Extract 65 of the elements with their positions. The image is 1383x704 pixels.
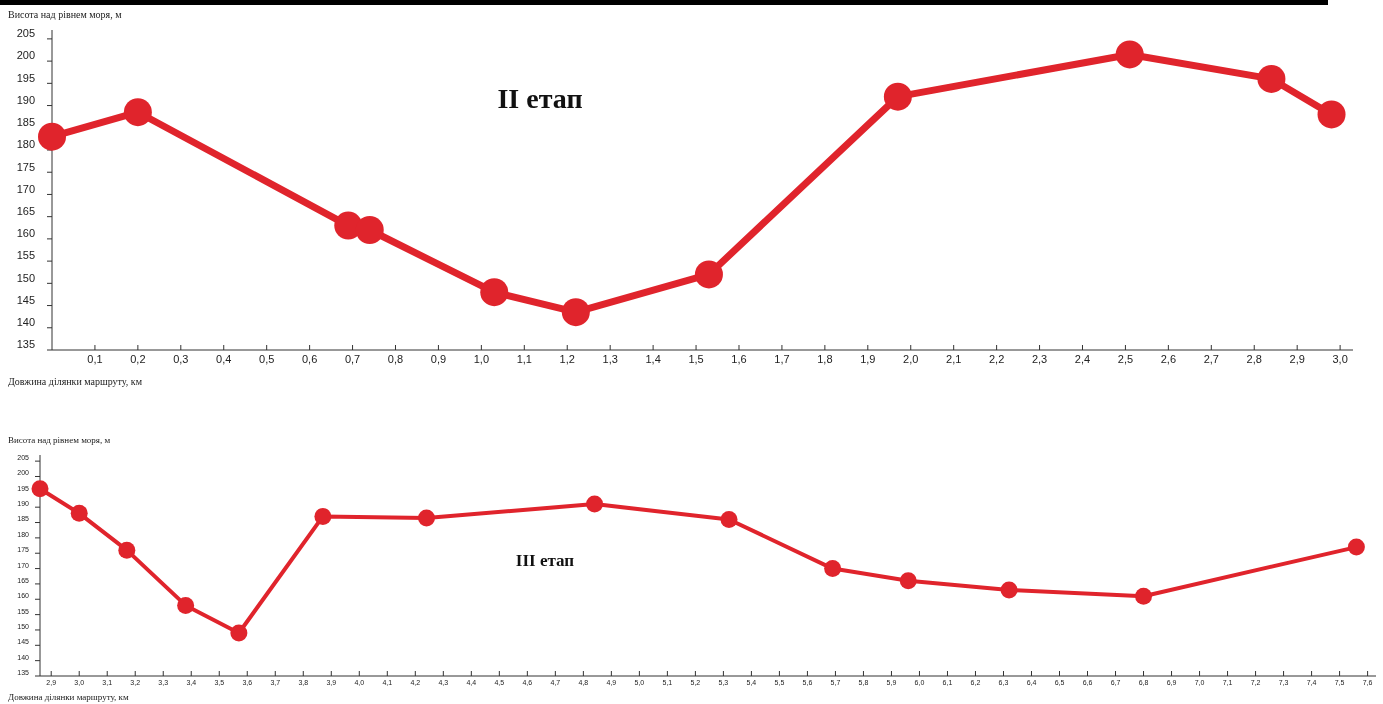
point — [1000, 581, 1018, 599]
x-tick-label: 1,0 — [473, 353, 490, 365]
text: II етап — [497, 83, 583, 114]
text: III етап — [515, 551, 575, 570]
x-tick-label: 2,9 — [1289, 353, 1305, 365]
y-tick-label: 190 — [16, 93, 35, 106]
x-tick-label: 1,6 — [731, 353, 747, 365]
x-tick-label: 0,9 — [430, 353, 447, 365]
x-tick-label: 2,7 — [1203, 353, 1219, 365]
x-tick-label: 1,4 — [645, 353, 661, 365]
x-tick-label: 2,3 — [1031, 353, 1048, 365]
point — [1347, 538, 1365, 556]
y-tick-label: 150 — [16, 271, 35, 284]
y-tick-label: 180 — [16, 138, 35, 151]
point — [418, 509, 436, 527]
y-tick-label: 160 — [16, 227, 35, 240]
point — [314, 507, 332, 525]
y-tick-label: 195 — [16, 71, 35, 84]
x-tick-label: 2,5 — [1117, 353, 1134, 365]
x-tick-label: 0,8 — [387, 353, 404, 365]
x-tick-label: 1,9 — [860, 353, 876, 365]
x-tick-label: 0,5 — [259, 353, 275, 365]
point — [824, 560, 842, 578]
x-tick-label: 1,7 — [774, 353, 790, 365]
x-tick-label: 1,1 — [516, 353, 532, 365]
point — [31, 480, 49, 498]
point — [230, 624, 248, 642]
x-tick-label: 1,2 — [559, 353, 575, 365]
x-tick-label: 1,8 — [817, 353, 833, 365]
y-tick-label: 205 — [16, 27, 35, 40]
x-tick-label: 0,1 — [87, 353, 103, 365]
x-axis-title: Довжина ділянки маршруту, км — [8, 692, 129, 702]
x-tick-label: 2,1 — [946, 353, 962, 365]
point — [70, 504, 88, 522]
y-tick-label: 175 — [16, 160, 35, 173]
y-tick-label: 155 — [16, 249, 35, 262]
y-tick-label: 140 — [16, 316, 35, 329]
x-tick-label: 2,8 — [1246, 353, 1262, 365]
x-tick-label: 1,3 — [602, 353, 618, 365]
y-axis-title: Висота над рівнем моря, м — [8, 435, 111, 445]
x-tick-label: 2,6 — [1160, 353, 1177, 365]
x-tick-label: 0,6 — [301, 353, 318, 365]
x-tick-label: 0,4 — [216, 353, 232, 365]
point — [899, 572, 917, 590]
point — [177, 596, 195, 614]
y-tick-label: 200 — [16, 49, 35, 62]
point — [586, 495, 604, 513]
y-axis-title: Висота над рівнем моря, м — [8, 9, 123, 20]
y-tick-label: 145 — [16, 293, 35, 306]
x-tick-label: 2,2 — [988, 353, 1005, 365]
point — [1135, 587, 1153, 605]
y-tick-label: 170 — [16, 182, 35, 195]
point — [118, 541, 136, 559]
x-axis-title: Довжина ділянки маршруту, км — [8, 376, 143, 387]
x-tick-label: 0,2 — [130, 353, 146, 365]
x-tick-label: 1,5 — [688, 353, 704, 365]
x-tick-label: 2,0 — [903, 353, 919, 365]
x-tick-label: 0,3 — [173, 353, 189, 365]
y-tick-label: 185 — [16, 116, 35, 129]
x-tick-label: 3,0 — [1332, 353, 1348, 365]
y-tick-label: 135 — [16, 338, 35, 351]
x-tick-label: 2,4 — [1074, 353, 1091, 365]
x-tick-label: 0,7 — [344, 353, 361, 365]
point — [720, 510, 738, 528]
y-tick-label: 165 — [16, 205, 35, 218]
